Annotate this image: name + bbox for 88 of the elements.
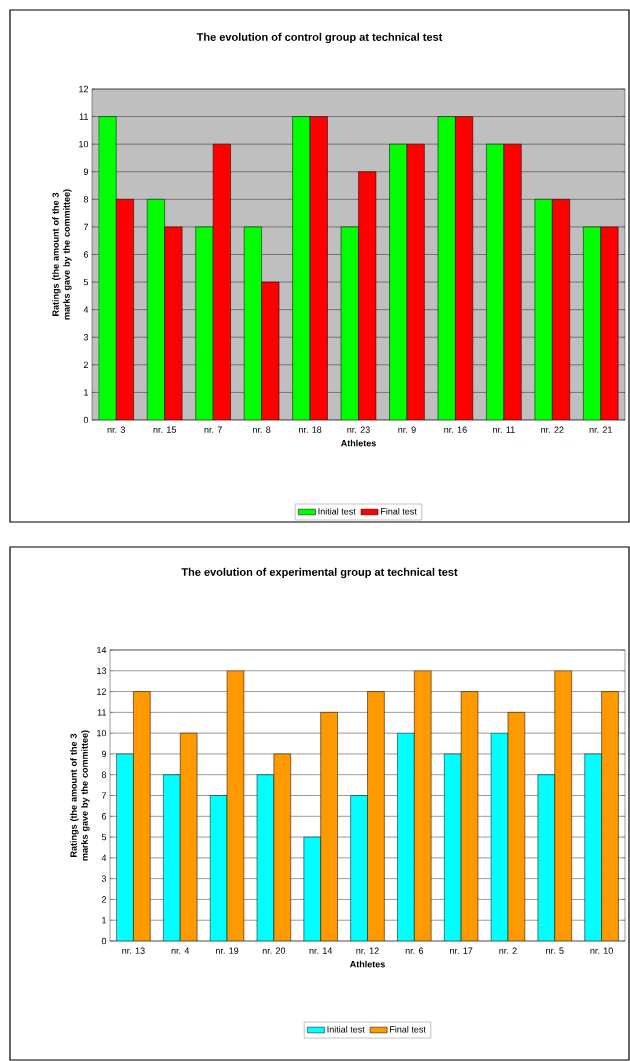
y-tick-label: 5 — [101, 833, 107, 841]
y-axis-title: Ratings (the amount of the 3 marks gave by the committee) — [52, 189, 72, 320]
y-tick-label: 4 — [83, 306, 89, 313]
y-tick-label: 11 — [79, 113, 89, 120]
bar — [583, 226, 602, 420]
x-axis-title: Athletes — [340, 439, 376, 447]
bar — [292, 116, 311, 420]
y-tick-label: 7 — [101, 792, 107, 799]
bar — [212, 143, 231, 420]
x-tick-label: nr. 6 — [405, 947, 424, 954]
chart-title: The evolution of experimental group at technical test — [181, 567, 458, 579]
y-tick-label: 9 — [83, 168, 89, 175]
bar — [195, 226, 214, 420]
bar — [584, 753, 602, 941]
x-tick-label: nr. 3 — [107, 426, 125, 433]
y-tick-label: 10 — [97, 729, 107, 737]
y-tick-label: 3 — [83, 334, 89, 341]
x-tick-label: nr. 23 — [347, 426, 370, 433]
x-tick-label: nr. 15 — [153, 426, 176, 433]
y-tick-label: 12 — [79, 85, 89, 93]
y-tick-label: 6 — [101, 813, 107, 820]
y-tick-label: 9 — [101, 750, 107, 758]
bar — [146, 199, 165, 420]
y-tick-label: 0 — [83, 416, 89, 424]
x-tick-label: nr. 11 — [493, 426, 515, 433]
y-tick-label: 0 — [101, 937, 107, 945]
legend-label: Final test — [381, 507, 417, 515]
bar — [303, 836, 321, 941]
x-tick-label: nr. 17 — [450, 947, 473, 954]
bar — [163, 774, 181, 941]
legend-label: Final test — [390, 1025, 426, 1033]
bar — [552, 199, 571, 420]
legend-label: Initial test — [318, 507, 356, 515]
y-tick-label: 12 — [97, 688, 107, 695]
y-tick-label: 11 — [97, 709, 107, 716]
y-tick-label: 4 — [101, 854, 107, 861]
x-tick-label: nr. 4 — [171, 947, 190, 954]
y-tick-label: 2 — [101, 896, 107, 903]
x-tick-label: nr. 12 — [356, 947, 379, 954]
bar — [437, 116, 456, 420]
x-tick-label: nr. 16 — [444, 426, 467, 433]
y-tick-label: 8 — [83, 196, 89, 203]
y-tick-label: 8 — [101, 771, 107, 778]
chart-title: The evolution of control group at technical test — [196, 32, 443, 44]
bar — [116, 753, 134, 941]
x-tick-label: nr. 14 — [309, 947, 333, 954]
x-tick-label: nr. 20 — [262, 947, 286, 954]
legend-label: Initial test — [327, 1025, 365, 1033]
y-tick-label: 10 — [79, 140, 89, 148]
x-tick-label: nr. 8 — [253, 426, 271, 433]
bar — [340, 226, 359, 420]
y-tick-label: 13 — [97, 667, 107, 674]
x-tick-label: nr. 5 — [546, 947, 564, 954]
y-tick-label: 1 — [102, 917, 107, 924]
bar — [397, 732, 415, 941]
y-tick-label: 6 — [83, 251, 89, 258]
x-tick-label: nr. 13 — [122, 947, 145, 954]
x-tick-label: nr. 18 — [298, 426, 322, 433]
y-tick-label: 3 — [101, 875, 107, 882]
x-tick-label: nr. 21 — [589, 426, 613, 433]
y-tick-label: 14 — [97, 646, 107, 654]
bar — [600, 226, 619, 420]
y-axis-title: Ratings (the amount of the 3 marks gave by the committee) — [70, 730, 90, 861]
x-tick-label: nr. 9 — [398, 426, 416, 433]
x-tick-label: nr. 2 — [499, 947, 517, 954]
y-tick-label: 7 — [83, 223, 89, 231]
bar — [98, 116, 117, 420]
bar — [406, 143, 425, 420]
x-tick-label: nr. 19 — [215, 947, 239, 954]
bar — [115, 199, 134, 420]
bar — [164, 226, 183, 420]
bar — [534, 199, 553, 420]
x-tick-label: nr. 22 — [541, 426, 564, 433]
bar — [389, 143, 408, 420]
x-tick-label: nr. 10 — [590, 947, 613, 954]
bar — [243, 226, 262, 420]
bar — [358, 171, 377, 420]
bar — [261, 281, 280, 420]
y-tick-label: 1 — [84, 389, 89, 396]
bar — [455, 116, 474, 420]
bar — [309, 116, 328, 420]
x-axis-title: Athletes — [349, 960, 385, 968]
x-tick-label: nr. 7 — [204, 426, 222, 433]
bar — [486, 143, 505, 420]
bar — [503, 143, 522, 420]
bar — [350, 795, 368, 941]
y-tick-label: 5 — [83, 278, 89, 286]
y-tick-label: 2 — [83, 361, 89, 368]
